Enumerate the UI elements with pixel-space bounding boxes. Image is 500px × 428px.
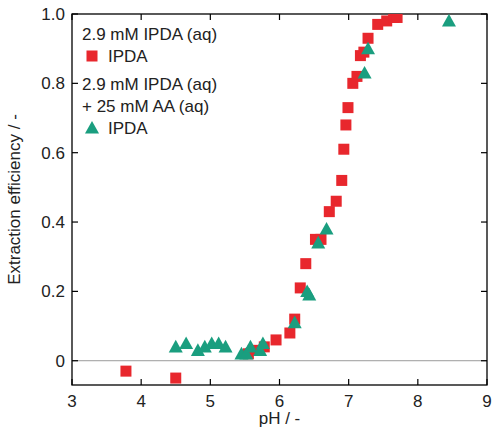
x-tick bbox=[417, 379, 418, 385]
y-tick bbox=[72, 221, 78, 222]
point bbox=[169, 340, 183, 353]
point bbox=[361, 42, 375, 55]
x-tick-label: 7 bbox=[344, 392, 353, 411]
point bbox=[302, 288, 316, 301]
y-tick-label: 1.0 bbox=[41, 5, 65, 24]
point bbox=[320, 222, 334, 235]
legend-label: IPDA bbox=[108, 119, 148, 138]
legend-heading: 2.9 mM IPDA (aq) bbox=[82, 75, 217, 94]
legend-marker bbox=[85, 121, 99, 134]
point bbox=[243, 340, 257, 353]
point bbox=[284, 327, 295, 338]
point bbox=[392, 14, 403, 23]
y-tick-right bbox=[481, 83, 487, 84]
y-tick bbox=[72, 83, 78, 84]
y-tick-label: 0.6 bbox=[41, 144, 65, 163]
y-tick-label: 0.8 bbox=[41, 74, 65, 93]
x-tick-label: 9 bbox=[482, 392, 491, 411]
y-tick-right bbox=[481, 221, 487, 222]
point bbox=[300, 258, 311, 269]
y-tick-right bbox=[481, 360, 487, 361]
legend-heading: 2.9 mM IPDA (aq) bbox=[82, 25, 217, 44]
plot-frame bbox=[72, 14, 487, 385]
x-tick-top bbox=[141, 14, 142, 20]
y-tick-label: 0.2 bbox=[41, 282, 65, 301]
point bbox=[311, 236, 325, 249]
x-tick-label: 4 bbox=[136, 392, 145, 411]
x-tick bbox=[348, 379, 349, 385]
y-tick bbox=[72, 360, 78, 361]
point bbox=[170, 373, 181, 384]
x-tick-top bbox=[348, 14, 349, 20]
legend-label: IPDA bbox=[108, 47, 148, 66]
x-tick bbox=[210, 379, 211, 385]
x-tick-top bbox=[417, 14, 418, 20]
point bbox=[338, 144, 349, 155]
point bbox=[219, 340, 233, 353]
reference-line bbox=[72, 360, 487, 361]
x-tick-label: 3 bbox=[67, 392, 76, 411]
point bbox=[179, 336, 193, 349]
chart: 345678900.20.40.60.81.0pH / -Extraction … bbox=[0, 0, 500, 428]
point bbox=[336, 175, 347, 186]
x-tick-label: 5 bbox=[206, 392, 215, 411]
y-tick-label: 0 bbox=[56, 352, 65, 371]
y-axis-label: Extraction efficiency / - bbox=[5, 114, 24, 285]
plot-area bbox=[120, 14, 456, 384]
x-tick bbox=[279, 379, 280, 385]
x-axis-label: pH / - bbox=[259, 409, 301, 428]
point bbox=[342, 102, 353, 113]
point bbox=[271, 334, 282, 345]
point bbox=[442, 14, 456, 27]
y-tick bbox=[72, 291, 78, 292]
y-tick bbox=[72, 152, 78, 153]
y-tick-right bbox=[481, 152, 487, 153]
x-tick-label: 8 bbox=[413, 392, 422, 411]
point bbox=[331, 196, 342, 207]
x-tick-top bbox=[210, 14, 211, 20]
point bbox=[358, 66, 372, 79]
legend-heading: + 25 mM AA (aq) bbox=[82, 97, 209, 116]
point bbox=[340, 119, 351, 130]
y-tick-label: 0.4 bbox=[41, 213, 65, 232]
legend-marker bbox=[87, 51, 98, 62]
point bbox=[256, 336, 270, 349]
point bbox=[120, 366, 131, 377]
point bbox=[324, 206, 335, 217]
y-tick-right bbox=[481, 291, 487, 292]
x-tick-top bbox=[279, 14, 280, 20]
point bbox=[288, 316, 302, 329]
x-tick bbox=[141, 379, 142, 385]
